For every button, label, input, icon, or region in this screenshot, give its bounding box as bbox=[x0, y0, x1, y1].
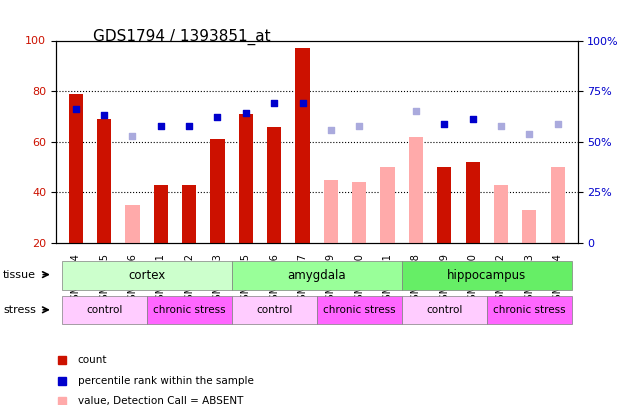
Bar bbox=[69, 94, 83, 243]
Bar bbox=[238, 114, 253, 243]
Point bbox=[354, 122, 364, 129]
FancyBboxPatch shape bbox=[61, 261, 232, 290]
Bar bbox=[352, 182, 366, 243]
Bar bbox=[551, 167, 564, 243]
Text: chronic stress: chronic stress bbox=[323, 305, 396, 315]
Text: value, Detection Call = ABSENT: value, Detection Call = ABSENT bbox=[78, 396, 243, 405]
Bar bbox=[182, 185, 196, 243]
Point bbox=[71, 106, 81, 113]
Text: percentile rank within the sample: percentile rank within the sample bbox=[78, 376, 253, 386]
FancyBboxPatch shape bbox=[61, 296, 147, 324]
Text: amygdala: amygdala bbox=[288, 269, 346, 282]
Point bbox=[524, 130, 534, 137]
Point bbox=[411, 108, 421, 115]
Point bbox=[99, 112, 109, 119]
Text: control: control bbox=[256, 305, 292, 315]
Text: tissue: tissue bbox=[3, 270, 36, 279]
Point bbox=[553, 120, 563, 127]
Point bbox=[241, 110, 251, 117]
Bar bbox=[267, 126, 281, 243]
Text: chronic stress: chronic stress bbox=[153, 305, 225, 315]
Text: GDS1794 / 1393851_at: GDS1794 / 1393851_at bbox=[93, 28, 271, 45]
Bar bbox=[125, 205, 140, 243]
Bar bbox=[437, 167, 451, 243]
FancyBboxPatch shape bbox=[487, 296, 572, 324]
FancyBboxPatch shape bbox=[232, 296, 317, 324]
FancyBboxPatch shape bbox=[147, 296, 232, 324]
Bar bbox=[154, 185, 168, 243]
Bar bbox=[466, 162, 480, 243]
Point bbox=[326, 126, 336, 133]
Text: hippocampus: hippocampus bbox=[447, 269, 527, 282]
FancyBboxPatch shape bbox=[317, 296, 402, 324]
Point bbox=[496, 122, 506, 129]
Point bbox=[270, 100, 279, 107]
Point bbox=[212, 114, 222, 121]
FancyBboxPatch shape bbox=[402, 261, 572, 290]
Bar bbox=[211, 139, 225, 243]
Text: control: control bbox=[86, 305, 122, 315]
Bar bbox=[494, 185, 508, 243]
Bar bbox=[381, 167, 395, 243]
Text: cortex: cortex bbox=[128, 269, 165, 282]
Point bbox=[297, 100, 307, 107]
Bar bbox=[97, 119, 111, 243]
Point bbox=[184, 122, 194, 129]
Text: count: count bbox=[78, 356, 107, 365]
FancyBboxPatch shape bbox=[402, 296, 487, 324]
Point bbox=[468, 116, 478, 123]
Bar bbox=[296, 48, 310, 243]
Bar bbox=[522, 210, 537, 243]
Text: stress: stress bbox=[3, 305, 36, 315]
Text: control: control bbox=[426, 305, 463, 315]
Point bbox=[156, 122, 166, 129]
Point bbox=[127, 132, 137, 139]
FancyBboxPatch shape bbox=[232, 261, 402, 290]
Point bbox=[439, 120, 449, 127]
Bar bbox=[409, 137, 423, 243]
Text: chronic stress: chronic stress bbox=[493, 305, 566, 315]
Bar bbox=[324, 180, 338, 243]
